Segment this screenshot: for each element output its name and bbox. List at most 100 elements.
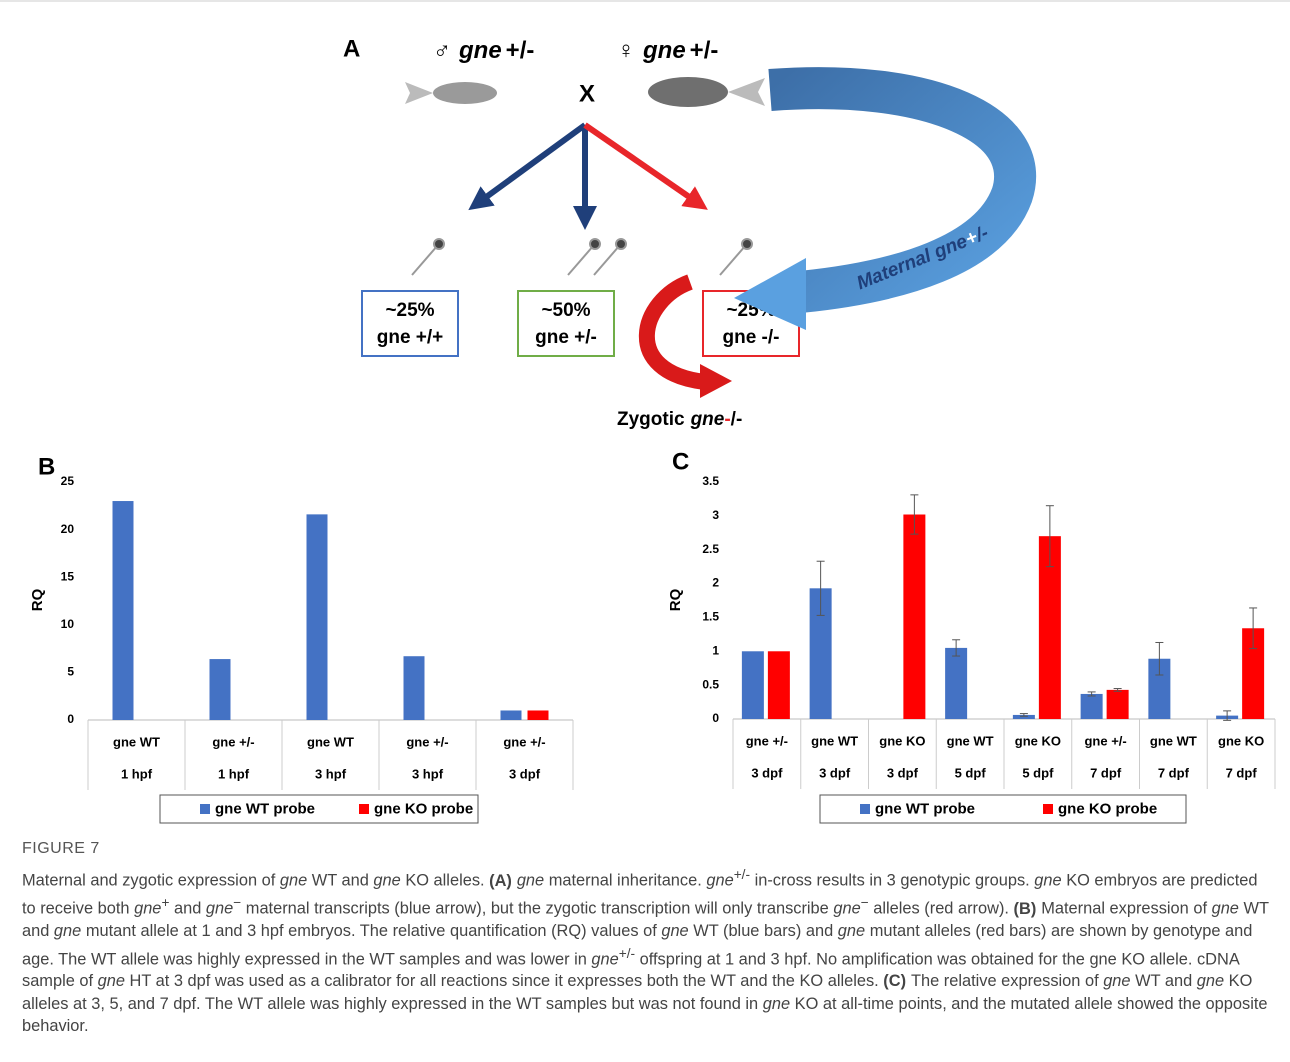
legend-swatch: [860, 804, 870, 814]
x-tick-label: 5 dpf: [955, 765, 987, 780]
x-tick-label: gne WT: [811, 733, 858, 748]
genotype: +/-: [506, 37, 535, 64]
caption: FIGURE 7 Maternal and zygotic expression…: [22, 838, 1272, 1038]
caption-text: and: [169, 900, 205, 918]
group-genotype: gne +/+: [377, 327, 444, 348]
x-tick-label: 5 dpf: [1022, 765, 1054, 780]
caption-text: alleles (red arrow).: [869, 900, 1014, 918]
caption-text: Maternal and zygotic expression of: [22, 872, 280, 890]
caption-text: (B): [1014, 900, 1037, 918]
group-percent: ~25%: [385, 300, 434, 321]
x-tick-label: 1 hpf: [218, 766, 250, 781]
y-tick-label: 25: [61, 474, 75, 488]
group-genotype: gne -/-: [723, 327, 780, 348]
cross: X: [579, 80, 595, 107]
y-tick-label: 10: [61, 617, 75, 631]
caption-text: +/-: [619, 946, 635, 961]
caption-text: gne: [661, 922, 688, 940]
caption-text: WT (blue bars) and: [689, 922, 838, 940]
caption-text: gne: [134, 900, 161, 918]
bar: [528, 710, 549, 720]
x-tick-label: gne WT: [113, 734, 160, 749]
caption-text: WT and: [307, 872, 373, 890]
x-tick-label: gne +/-: [1084, 733, 1126, 748]
y-tick-label: 1.5: [702, 610, 719, 624]
x-tick-label: gne KO: [1218, 733, 1264, 748]
caption-text: Maternal expression of: [1041, 900, 1211, 918]
caption-text: gne: [591, 950, 618, 968]
x-tick-label: 7 dpf: [1158, 765, 1190, 780]
legend-swatch: [359, 804, 369, 814]
group-genotype: gne +/-: [535, 327, 597, 348]
x-tick-label: 7 dpf: [1090, 765, 1122, 780]
caption-text: gne: [763, 995, 790, 1013]
gene: gne: [690, 409, 725, 430]
gene: gne: [458, 37, 502, 64]
y-tick-label: 0: [67, 712, 74, 726]
bar: [307, 514, 328, 720]
arrow: [585, 125, 698, 203]
y-tick-label: 0: [712, 711, 719, 725]
female-genotype: ♀gne+/-: [617, 37, 718, 64]
caption-text: gne: [1034, 872, 1061, 890]
y-tick-label: 2.5: [702, 542, 719, 556]
caption-text: KO alleles.: [401, 872, 489, 890]
caption-text: (A): [489, 872, 512, 890]
caption-text: WT and: [1131, 972, 1197, 990]
rest: /-: [731, 409, 743, 430]
x-tick-label: gne KO: [879, 733, 925, 748]
caption-text: gne: [373, 872, 400, 890]
legend-label: gne KO probe: [1058, 800, 1157, 817]
caption-text: in-cross results in 3 genotypic groups.: [750, 872, 1034, 890]
caption-text: gne: [838, 922, 865, 940]
y-tick-label: 2: [712, 576, 719, 590]
bar: [742, 651, 764, 719]
error-bar: [1114, 689, 1122, 692]
legend-label: gne WT probe: [215, 800, 315, 817]
group-percent: ~50%: [541, 300, 590, 321]
fish-male: [405, 82, 497, 104]
y-axis-label: RQ: [29, 588, 46, 611]
caption-text: maternal inheritance.: [544, 872, 706, 890]
y-tick-label: 3.5: [702, 474, 719, 488]
maternal-arrow: [734, 88, 1015, 330]
caption-body: Maternal and zygotic expression of gne W…: [22, 864, 1272, 1037]
caption-text: gne: [98, 972, 125, 990]
legend-label: gne WT probe: [875, 800, 975, 817]
caption-text: gne: [517, 872, 544, 890]
y-tick-label: 0.5: [702, 677, 719, 691]
panel-label: B: [38, 453, 55, 480]
male-genotype: ♂ gne+/-: [433, 37, 534, 64]
y-tick-label: 1: [712, 643, 719, 657]
caption-text: −: [861, 895, 869, 910]
legend-swatch: [200, 804, 210, 814]
caption-text: The relative expression of: [911, 972, 1103, 990]
bar: [768, 651, 790, 719]
panel-a: A ♂gne+/- ♀gne+/- X ~25% gne +/+ ~50% gn…: [343, 35, 1015, 430]
x-tick-label: 3 dpf: [509, 766, 541, 781]
y-axis-label: RQ: [667, 588, 684, 611]
caption-text: gne: [206, 900, 233, 918]
x-tick-label: 1 hpf: [121, 766, 153, 781]
x-tick-label: gne +/-: [212, 734, 254, 749]
bar: [903, 515, 925, 719]
fish-female: [648, 77, 765, 107]
zygotic-arrow: [647, 282, 732, 398]
caption-text: gne: [706, 872, 733, 890]
caption-text: gne: [280, 872, 307, 890]
arrow: [478, 125, 585, 203]
panel-label: C: [672, 448, 689, 475]
caption-text: +/-: [734, 867, 750, 882]
x-tick-label: gne WT: [307, 734, 354, 749]
page: A ♂gne+/- ♀gne+/- X ~25% gne +/+ ~50% gn…: [0, 0, 1290, 1062]
genotype: +/-: [690, 37, 719, 64]
legend-swatch: [1043, 804, 1053, 814]
caption-text: gne: [833, 900, 860, 918]
x-tick-label: 3 dpf: [751, 765, 783, 780]
caption-text: gne: [54, 922, 81, 940]
y-tick-label: 5: [67, 665, 74, 679]
caption-text: gne: [1212, 900, 1239, 918]
figure-label: FIGURE 7: [22, 838, 1272, 860]
symbol: ♂: [433, 37, 451, 64]
gene: gne: [642, 37, 686, 64]
